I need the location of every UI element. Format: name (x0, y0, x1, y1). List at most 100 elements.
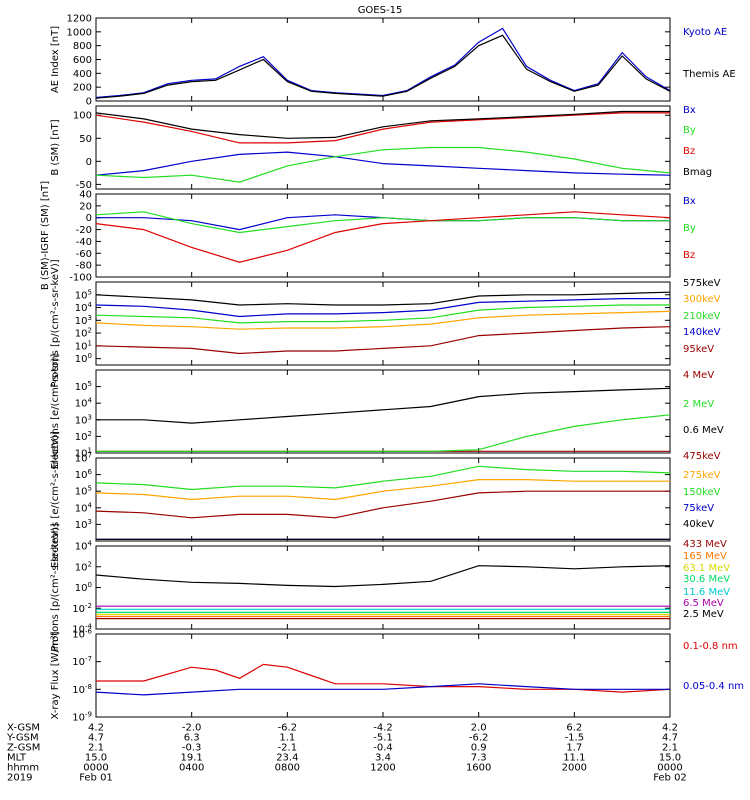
legend-entry: Bx (683, 196, 696, 207)
ephemeris-value: 3.4 (375, 753, 391, 764)
y-tick-label: 600 (73, 55, 92, 66)
y-axis-label: Electrons [e/(cm²-s-sr-keV)] (50, 431, 61, 568)
series-line-0-6-mev (96, 387, 670, 424)
ephemeris-value: 4.7 (88, 733, 104, 744)
panel-electrons2: 103 104 105 106 107 Electrons [e/(cm²-s-sr-ke… (50, 431, 721, 568)
ephemeris-value: 2.0 (471, 723, 487, 734)
panel-frame (95, 457, 671, 542)
legend-entry: 2 MeV (683, 399, 714, 410)
ephemeris-value: 4.2 (88, 723, 104, 734)
legend-entry: Themis AE (682, 69, 736, 80)
y-axis-label: Protons [p/(cm²-s-sr-keV)] (50, 523, 61, 651)
legend-entry: 2.5 MeV (683, 609, 724, 620)
y-tick-label: -50 (76, 180, 92, 191)
ephemeris-row-label: Y-GSM (6, 733, 39, 744)
legend-entry: 6.5 MeV (683, 598, 724, 609)
ephemeris-value: -6.2 (469, 733, 489, 744)
y-tick-label: 1200 (67, 14, 92, 25)
series-line-275kev (96, 479, 670, 501)
series-line-2-5-mev (96, 565, 670, 588)
y-tick-label: -40 (76, 237, 92, 248)
ephemeris-value: 1.1 (279, 733, 295, 744)
ephemeris-value: -2.1 (278, 743, 298, 754)
legend-entry: 0.6 MeV (683, 425, 724, 436)
legend-entry: 30.6 MeV (683, 574, 730, 585)
y-axis-label: Electrons [e/(cm²-s-sr)] (50, 354, 61, 470)
ephemeris-value: -4.2 (373, 723, 393, 734)
ephemeris-value: 11.1 (563, 753, 585, 764)
y-tick-label: 107 (75, 452, 92, 465)
y-tick-label: 800 (73, 41, 92, 52)
date-end-label: Feb 02 (653, 773, 687, 784)
y-tick-label: 50 (79, 134, 92, 145)
legend-entry: 300keV (683, 294, 721, 305)
y-tick-label: 102 (75, 327, 92, 340)
series-line-475kev (96, 490, 670, 519)
ephemeris-value: 0400 (179, 763, 204, 774)
ephemeris-value: 19.1 (181, 753, 203, 764)
y-tick-label: 10-7 (72, 655, 92, 668)
series-line-bz (96, 211, 670, 263)
date-start-label: Feb 01 (79, 773, 113, 784)
legend-entry: 150keV (683, 487, 721, 498)
panel-frame (95, 369, 671, 454)
series-line-150kev (96, 465, 670, 491)
panel-xray: 10-910-810-710-6X-ray Flux [W/m²] 0.1-0.8… (50, 628, 744, 724)
legend-entry: 575keV (683, 278, 721, 289)
legend-entry: 75keV (683, 503, 714, 514)
y-tick-label: 102 (75, 560, 92, 573)
series-line-300kev (96, 310, 670, 330)
legend-entry: By (683, 223, 696, 234)
y-axis-label: X-ray Flux [W/m²] (50, 631, 61, 719)
legend-entry: 165 MeV (683, 551, 727, 562)
ephemeris-row-label: X-GSM (7, 723, 40, 734)
legend-entry: 0.05-0.4 nm (683, 681, 744, 692)
year-label: 2019 (7, 773, 32, 784)
legend-entry: 433 MeV (683, 539, 727, 550)
y-tick-label: 1000 (67, 27, 92, 38)
ephemeris-value: 15.0 (85, 753, 107, 764)
y-tick-label: -80 (76, 261, 92, 272)
legend-entry: 275keV (683, 470, 721, 481)
y-tick-label: 104 (75, 540, 93, 553)
legend-entry: By (683, 125, 696, 136)
y-tick-label: 20 (79, 201, 92, 212)
panel-frame (95, 633, 671, 718)
y-tick-label: 100 (75, 581, 92, 594)
ephemeris-row-label: Z-GSM (7, 743, 40, 754)
series-line-2-mev (96, 414, 670, 452)
y-tick-label: 40 (79, 190, 92, 201)
y-tick-label: 100 (75, 352, 92, 365)
ephemeris-value: 23.4 (276, 753, 298, 764)
y-tick-label: 10-6 (72, 628, 92, 641)
ephemeris-value: 1600 (466, 763, 491, 774)
legend-entry: Kyoto AE (683, 27, 727, 38)
legend-entry: Bz (683, 250, 695, 261)
y-tick-label: 104 (75, 501, 93, 514)
ephemeris-value: 0000 (83, 763, 108, 774)
y-tick-label: -20 (76, 225, 92, 236)
y-tick-label: 103 (75, 518, 92, 531)
ephemeris-value: -2.0 (182, 723, 202, 734)
y-axis-label: AE Index [nT] (50, 26, 61, 93)
series-line-themis-ae (96, 34, 670, 99)
panel-frame (95, 193, 671, 278)
y-tick-label: 200 (73, 83, 92, 94)
series-line-by (96, 146, 670, 183)
y-tick-label: 0 (86, 97, 92, 108)
y-tick-label: 105 (75, 380, 92, 393)
panel-b_sm: -50 0 50 100 B (SM) [nT] Bx By Bz Bmag (50, 105, 712, 191)
y-tick-label: 103 (75, 413, 92, 426)
y-tick-label: 104 (75, 301, 93, 314)
chart-title: GOES-15 (358, 5, 403, 16)
y-tick-label: 0 (86, 213, 92, 224)
ephemeris-value: 4.2 (662, 723, 678, 734)
series-line-210kev (96, 304, 670, 324)
ephemeris-value: 6.3 (184, 733, 200, 744)
ephemeris-row-label: MLT (7, 753, 27, 764)
